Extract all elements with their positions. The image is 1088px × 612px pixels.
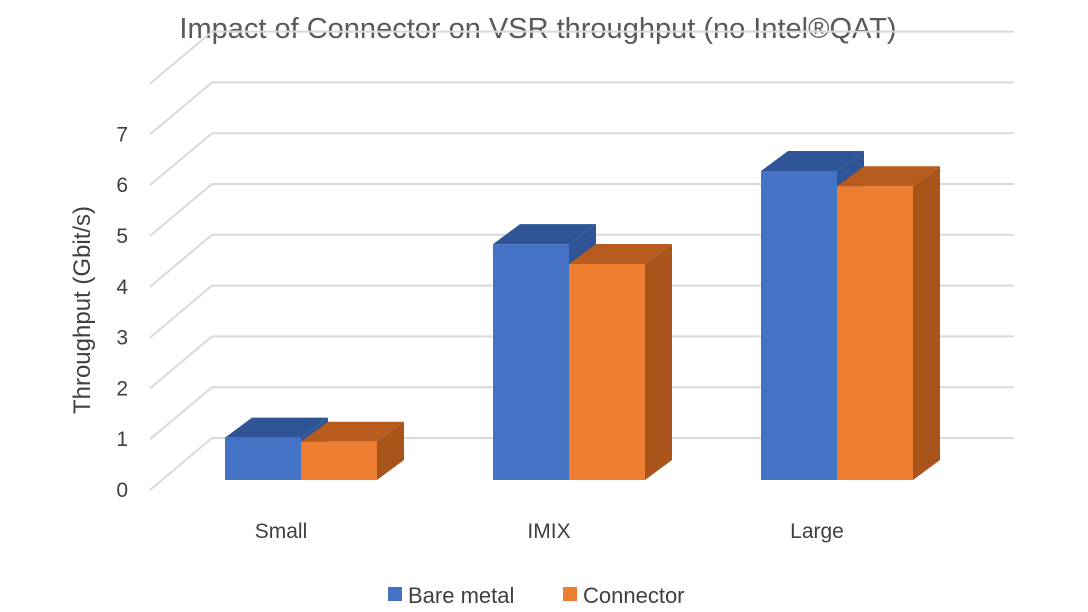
y-tick-label: 6 [116, 174, 128, 197]
bar-connector-small [301, 421, 404, 480]
gridline [149, 386, 1014, 440]
x-category-label: Large [790, 520, 844, 543]
bar-connector-imix [569, 243, 672, 480]
bar-top [225, 417, 328, 438]
x-axis-categories: Small IMIX Large [255, 520, 844, 543]
chart-title: Impact of Connector on VSR throughput (n… [179, 13, 896, 45]
y-tick-label: 3 [116, 327, 128, 350]
bar-front [837, 186, 913, 480]
bar-front [225, 437, 301, 480]
legend-label: Bare metal [408, 583, 514, 608]
bar-front [569, 263, 645, 480]
gridline [149, 183, 1014, 237]
bar-front [761, 170, 837, 480]
y-axis-title: Throughput (Gbit/s) [69, 206, 96, 414]
gridline [149, 233, 1014, 288]
legend-swatch [388, 587, 402, 601]
bar-top [761, 150, 864, 171]
bar-side [377, 421, 404, 480]
legend[interactable]: Bare metal Connector [388, 583, 685, 608]
y-tick-label: 1 [116, 428, 128, 451]
y-tick-label: 7 [116, 123, 128, 146]
x-category-label: IMIX [527, 520, 570, 543]
gridline [149, 335, 1014, 390]
gridline [149, 284, 1014, 339]
legend-item-bare-metal[interactable]: Bare metal [388, 583, 514, 608]
y-axis-ticks: 0 1 2 3 4 5 6 7 [116, 123, 128, 502]
gridline [149, 132, 1014, 186]
bar-front [493, 244, 569, 480]
gridline [149, 30, 1014, 85]
y-tick-label: 5 [116, 225, 128, 248]
legend-item-connector[interactable]: Connector [563, 583, 685, 608]
bar-connector-large [837, 166, 940, 480]
gridlines [149, 30, 1014, 491]
bar-top [301, 421, 404, 442]
bar-side [913, 166, 940, 480]
y-tick-label: 0 [116, 479, 128, 502]
y-tick-label: 2 [116, 377, 128, 400]
gridline [149, 81, 1014, 136]
bar-top [493, 224, 596, 245]
bar-top [569, 243, 672, 264]
y-tick-label: 4 [116, 276, 128, 299]
legend-swatch [563, 587, 577, 601]
legend-label: Connector [583, 583, 685, 608]
bar-front [301, 441, 377, 480]
gridline [149, 437, 1014, 491]
bars [225, 150, 940, 480]
x-category-label: Small [255, 520, 308, 543]
bar-top [837, 166, 940, 187]
bar-side [645, 243, 672, 480]
